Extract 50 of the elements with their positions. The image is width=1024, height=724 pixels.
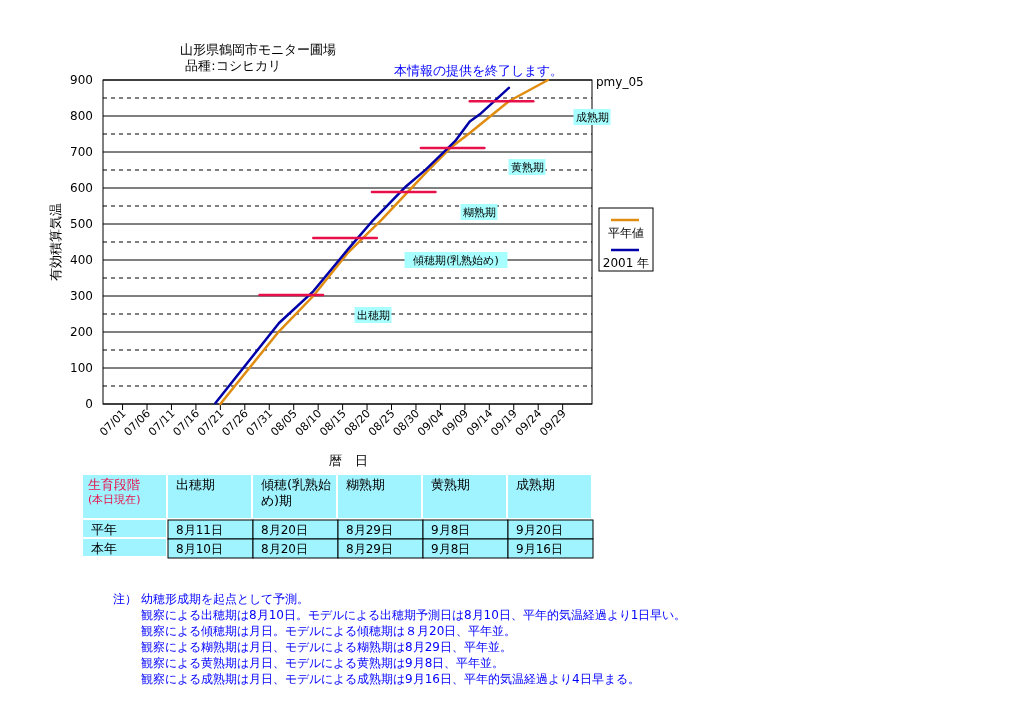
text: 観察による黄熟期は月日、モデルによる黄熟期は9月8日、平年並。 (141, 656, 505, 670)
chart-title: 山形県鶴岡市モニター圃場 (180, 42, 336, 57)
text: 8月29日 (346, 523, 393, 537)
y-axis-title: 有効積算気温 (48, 203, 63, 281)
legend-label: 平年値 (608, 226, 644, 240)
category-label: 出穂期 (176, 477, 215, 492)
text: 8月11日 (176, 523, 223, 537)
y-tick-label: 600 (70, 181, 93, 195)
text: 9月20日 (516, 523, 563, 537)
text: 観察による傾穂期は月日。モデルによる傾穂期は８月20日、平年並。 (141, 624, 517, 638)
line-series (219, 78, 550, 406)
category-label: 黄熟期 (431, 477, 470, 492)
text: 9月8日 (431, 542, 471, 556)
y-tick-label: 700 (70, 145, 93, 159)
annotation: 成熟期 (575, 111, 609, 124)
annotation: 傾穂期(乳熟始め) (413, 254, 499, 267)
annotation: 黄熟期 (510, 161, 544, 174)
x-axis-title: 暦 日 (328, 453, 368, 468)
chart-subtitle: 品種:コシヒカリ (185, 58, 281, 73)
text: 9月16日 (516, 542, 563, 556)
category-label: 成熟期 (516, 477, 555, 492)
text: 観察による出穂期は8月10日。モデルによる出穂期予測日は8月10日、平年的気温経過より1日早い。 (141, 608, 687, 622)
y-tick-label: 400 (70, 253, 93, 267)
text: 注） 幼穂形成期を起点として予測。 (113, 592, 309, 606)
y-tick-label: 300 (70, 289, 93, 303)
text: 8月20日 (261, 542, 308, 556)
text: 8月20日 (261, 523, 308, 537)
text: (本日現在) (88, 493, 141, 506)
category-label: 傾穂(乳熟始め)期 (261, 477, 332, 508)
annotation: 糊熟期 (462, 206, 496, 219)
text: 生育段階 (88, 477, 140, 492)
category-label: 平年 (91, 522, 117, 537)
text: 8月10日 (176, 542, 223, 556)
text: 本情報の提供を終了します。 (393, 63, 563, 78)
line-series (214, 86, 511, 405)
legend-label: 2001 年 (602, 256, 650, 270)
y-tick-label: 0 (85, 397, 93, 411)
text: 8月29日 (346, 542, 393, 556)
annotation: 出穂期 (356, 309, 390, 322)
y-tick-label: 500 (70, 217, 93, 231)
text: 9月8日 (431, 523, 471, 537)
text: 観察による成熟期は月日、モデルによる成熟期は9月16日、平年的気温経過より4日早まる。 (141, 672, 640, 686)
y-tick-label: 800 (70, 109, 93, 123)
y-tick-label: 100 (70, 361, 93, 375)
text: pmy_05 (596, 75, 644, 89)
text: 観察による糊熟期は月日、モデルによる糊熟期は8月29日、平年並。 (141, 640, 512, 654)
category-label: 糊熟期 (346, 477, 385, 492)
y-tick-label: 200 (70, 325, 93, 339)
category-label: 本年 (91, 541, 117, 556)
y-tick-label: 900 (70, 73, 93, 87)
